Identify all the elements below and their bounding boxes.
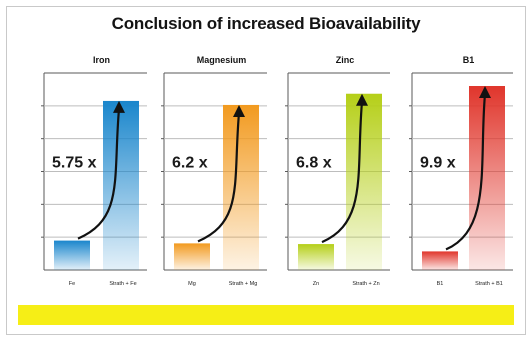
category-label: Strath + Mg: [229, 281, 258, 287]
category-label: Fe: [69, 281, 75, 287]
series-title: Zinc: [336, 55, 355, 65]
arrow-head: [479, 86, 491, 99]
increase-arrow: [321, 101, 364, 244]
bar-b1: [422, 251, 458, 270]
category-label: Mg: [188, 281, 196, 287]
arrow-head: [233, 104, 245, 117]
arrow-head: [356, 93, 368, 106]
category-label: Strath + Fe: [109, 281, 136, 287]
bar-mg: [174, 243, 210, 270]
slide-frame: [6, 6, 526, 335]
category-label: Zn: [313, 281, 319, 287]
multiplier-label: 9.9 x: [420, 155, 456, 172]
multiplier-label: 6.8 x: [296, 155, 332, 172]
bar-fe: [54, 240, 90, 270]
multiplier-label: 5.75 x: [52, 155, 97, 172]
chart-panel-2: Magnesium Mg Strath + Mg 6.2 x: [161, 55, 267, 287]
bar-strath-fe: [103, 100, 139, 271]
bar-zn: [298, 244, 334, 270]
category-label: B1: [437, 281, 444, 287]
footer-bar: [18, 305, 514, 325]
series-title: Magnesium: [197, 55, 247, 65]
chart-panel-4: B1 B1 Strath + B1 9.9 x: [409, 55, 513, 287]
series-title: Iron: [93, 55, 110, 65]
bar-strath-zn: [346, 93, 382, 270]
category-label: Strath + Zn: [352, 281, 379, 287]
chart-panel-1: Iron Fe Strath + Fe 5.75 x: [41, 55, 147, 287]
bar-strath-b1: [469, 86, 505, 271]
increase-arrow: [77, 108, 121, 240]
arrow-head: [113, 100, 125, 113]
increase-arrow: [445, 93, 487, 251]
increase-arrow: [197, 112, 241, 243]
multiplier-label: 6.2 x: [172, 155, 208, 172]
chart-panel-3: Zinc Zn Strath + Zn 6.8 x: [285, 55, 390, 287]
series-title: B1: [463, 55, 475, 65]
chart-title: Conclusion of increased Bioavailability: [111, 14, 421, 33]
category-label: Strath + B1: [475, 281, 503, 287]
bar-strath-mg: [223, 104, 259, 270]
